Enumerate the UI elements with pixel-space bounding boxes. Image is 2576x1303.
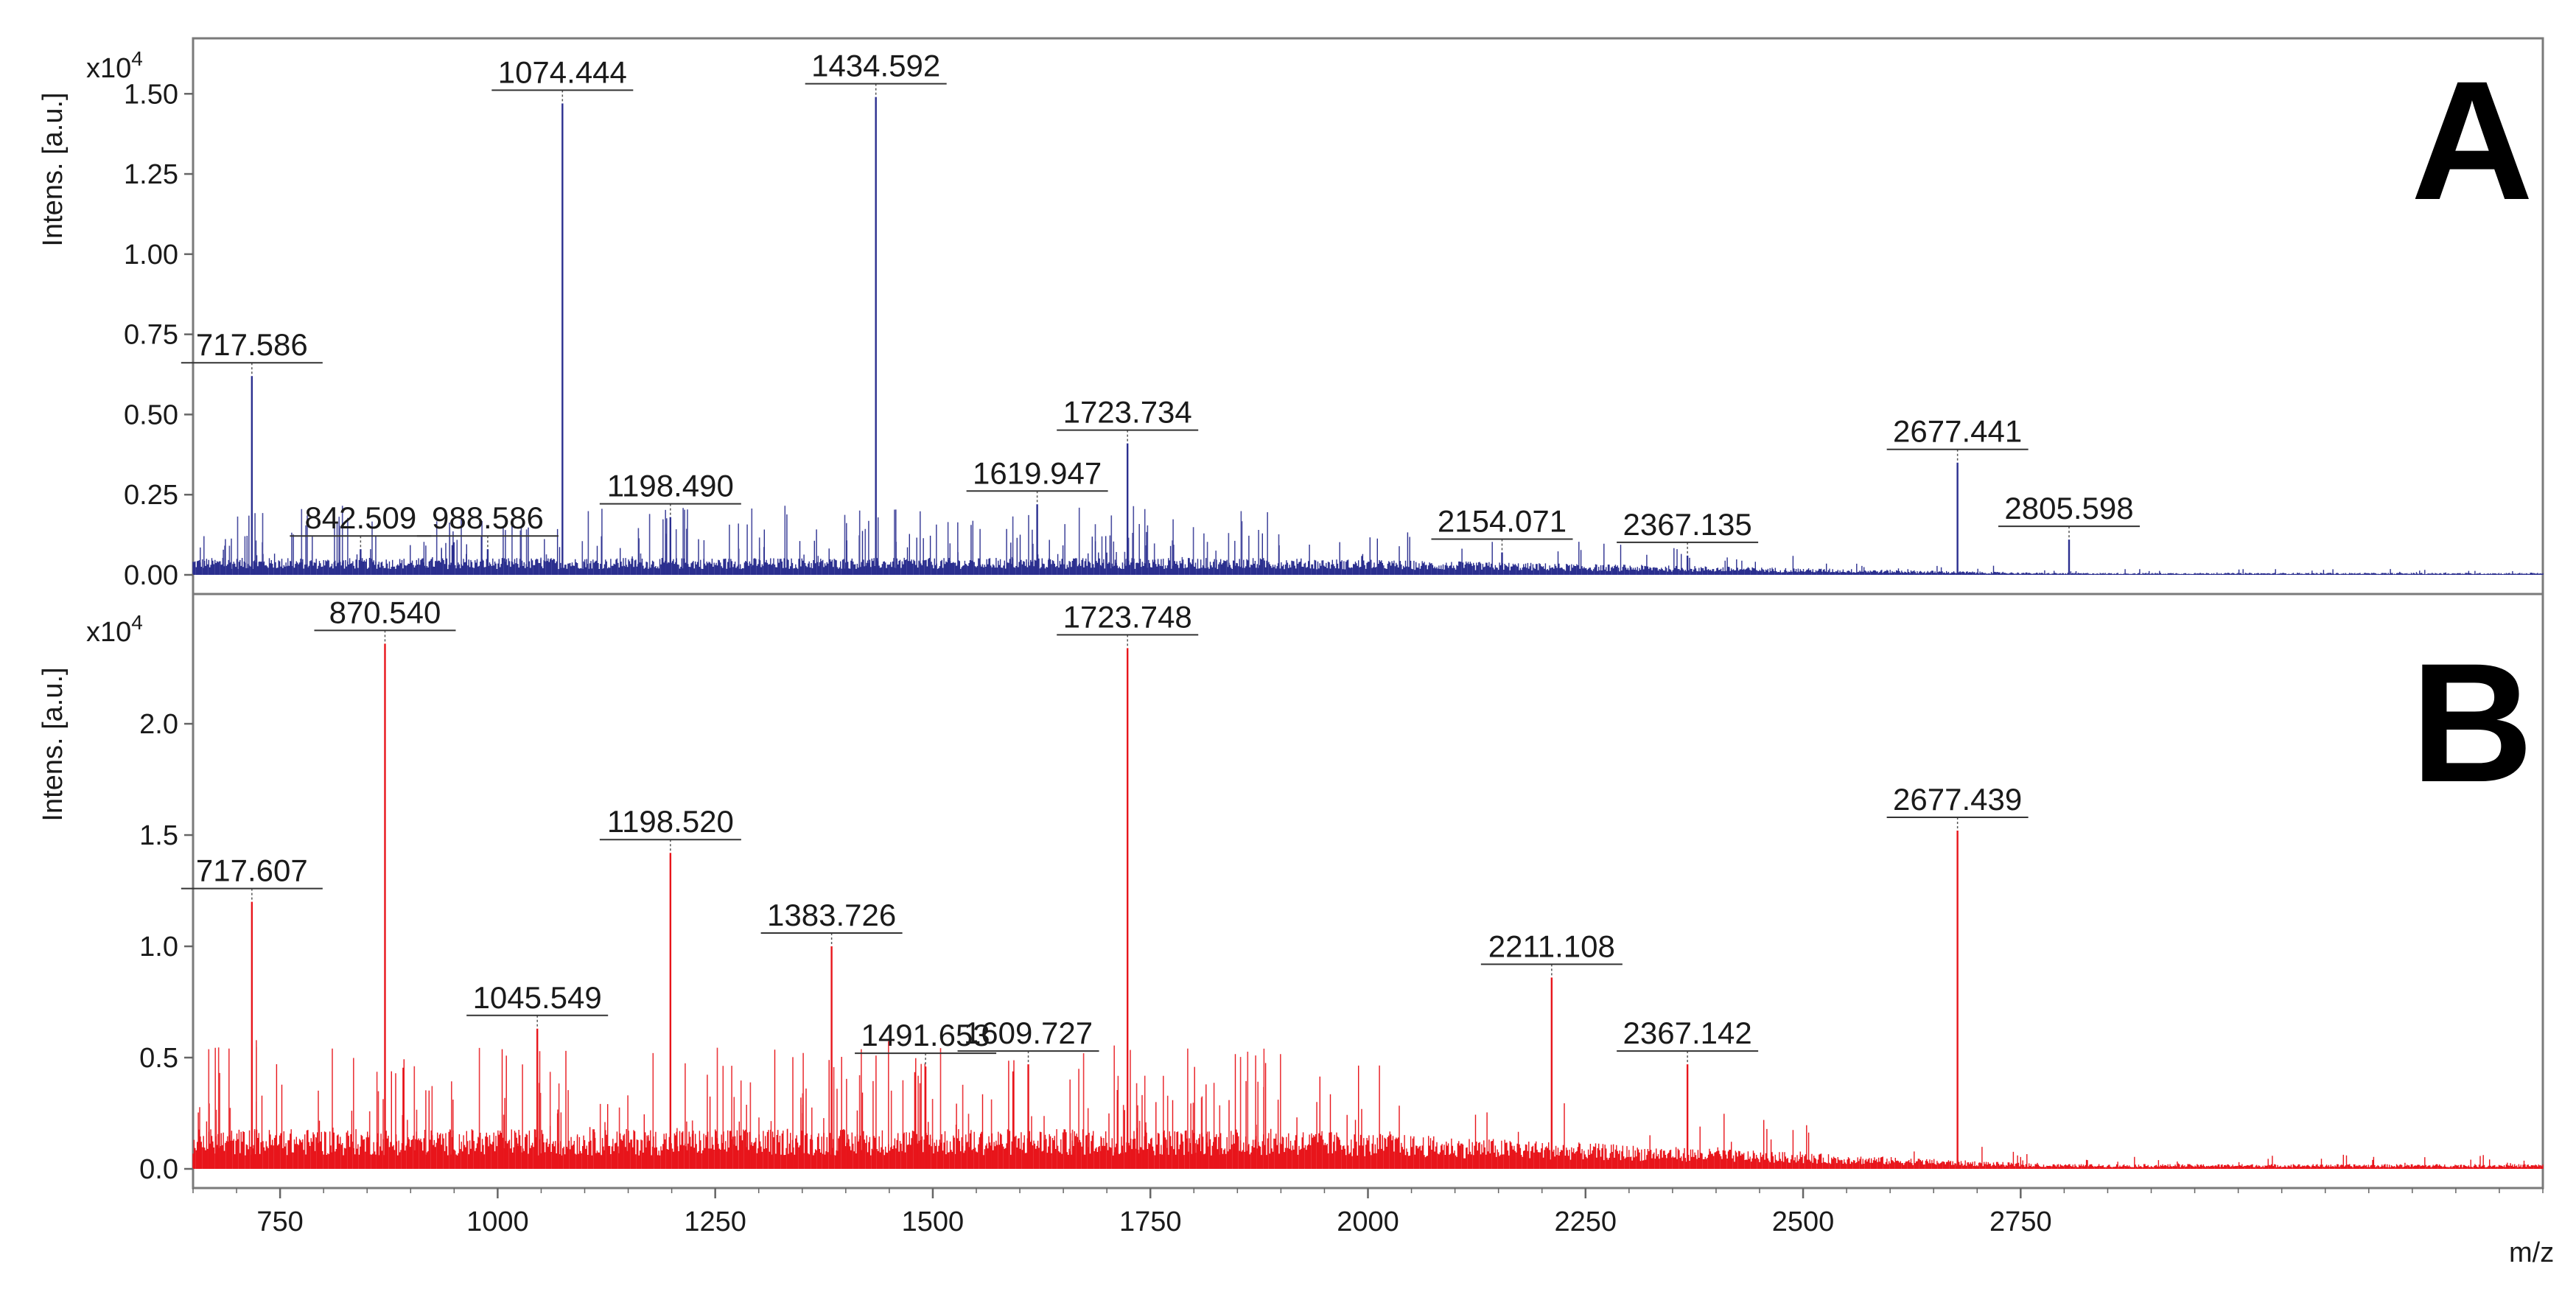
peak-label: 1609.727 <box>964 1016 1093 1050</box>
peak-label: 870.540 <box>329 595 441 629</box>
panel-b-y-multiplier: x104 <box>86 611 143 648</box>
x-tick-label: 1250 <box>684 1206 746 1237</box>
y-tick-label: 0.0 <box>139 1154 178 1185</box>
peak-label: 717.607 <box>196 853 308 888</box>
peak-label: 842.509 <box>304 500 416 535</box>
peak-label: 1723.734 <box>1063 395 1192 430</box>
peak-label: 2805.598 <box>2004 491 2133 525</box>
panel-b-peaks: 717.607 870.540 1045.549 1198.520 1383.726 14… <box>181 595 2029 1169</box>
peak-label: 1383.726 <box>767 898 896 932</box>
peak-label: 717.586 <box>196 327 308 362</box>
peak-label: 2677.441 <box>1893 414 2022 449</box>
panel-a-y-axis-title: Intens. [a.u.] <box>38 92 69 246</box>
y-tick-label: 0.75 <box>124 320 178 351</box>
y-tick-label: 0.50 <box>124 399 178 430</box>
peak-label: 1074.444 <box>498 55 627 89</box>
panel-a-letter: A <box>2411 46 2533 235</box>
panel-b-letter: B <box>2411 628 2533 817</box>
panel-a-y-axis: 0.00 0.25 0.50 0.75 1.00 1.25 1.50 <box>124 79 193 591</box>
panel-a: 717.586 842.509 988.586 1074.444 1198.490 143… <box>38 37 2544 595</box>
y-tick-label: 0.00 <box>124 560 178 591</box>
peak-label: 1723.748 <box>1063 599 1192 634</box>
x-tick-label: 1750 <box>1119 1206 1182 1237</box>
y-tick-label: 2.0 <box>139 709 178 740</box>
peak-label: 2211.108 <box>1488 929 1615 963</box>
y-tick-label: 1.00 <box>124 240 178 270</box>
panel-a-y-multiplier-base: x10 <box>86 53 131 84</box>
x-tick-label: 1500 <box>902 1206 965 1237</box>
peak-label: 1045.549 <box>473 980 602 1015</box>
panel-b-frame <box>192 593 2544 1190</box>
panel-b: 717.607 870.540 1045.549 1198.520 1383.726 14… <box>38 593 2554 1268</box>
panel-b-minor-peaks <box>199 1040 1281 1169</box>
x-tick-label: 750 <box>256 1206 303 1237</box>
y-tick-label: 1.0 <box>139 932 178 963</box>
panel-a-spectrum <box>192 506 2544 575</box>
panel-b-baseline-noise <box>192 1049 2544 1169</box>
peak-label: 2677.439 <box>1893 782 2022 817</box>
peak-label: 1198.490 <box>607 469 734 503</box>
peak-label: 1198.520 <box>607 804 734 839</box>
panel-b-y-axis-title: Intens. [a.u.] <box>38 667 69 821</box>
x-axis-title: m/z <box>2509 1237 2554 1268</box>
y-tick-label: 0.25 <box>124 480 178 511</box>
peak-label: 1491.653 <box>861 1018 990 1052</box>
x-tick-label: 2500 <box>1772 1206 1835 1237</box>
peak-label: 1619.947 <box>973 455 1102 490</box>
peak-label: 988.586 <box>432 500 544 535</box>
panel-a-y-multiplier-exponent: 4 <box>131 47 143 70</box>
peak-label: 1434.592 <box>811 49 940 83</box>
x-tick-label: 2000 <box>1337 1206 1399 1237</box>
peak-label: 2367.135 <box>1623 507 1752 542</box>
y-tick-label: 1.5 <box>139 820 178 851</box>
y-tick-label: 1.25 <box>124 159 178 190</box>
panel-b-y-multiplier-base: x10 <box>86 617 131 648</box>
panel-a-peaks: 717.586 842.509 988.586 1074.444 1198.490 143… <box>181 49 2141 575</box>
panel-b-spectrum <box>192 1040 2544 1169</box>
x-tick-label: 1000 <box>466 1206 529 1237</box>
peak-label: 2367.142 <box>1623 1016 1752 1050</box>
x-tick-label: 2750 <box>1989 1206 2052 1237</box>
peak-label: 2154.071 <box>1438 504 1567 539</box>
panel-b-y-multiplier-exponent: 4 <box>131 611 143 634</box>
panel-a-baseline-noise <box>192 525 2544 575</box>
panel-a-minor-peaks <box>200 506 1280 575</box>
panel-a-y-multiplier: x104 <box>86 47 143 84</box>
y-tick-label: 0.5 <box>139 1043 178 1074</box>
panel-b-y-axis: 0.0 0.5 1.0 1.5 2.0 <box>139 709 193 1185</box>
y-tick-label: 1.50 <box>124 79 178 110</box>
x-axis: 750 1000 1250 1500 1750 2000 2250 2500 2750 <box>192 1188 2544 1237</box>
panel-a-frame <box>192 37 2544 595</box>
x-tick-label: 2250 <box>1555 1206 1617 1237</box>
